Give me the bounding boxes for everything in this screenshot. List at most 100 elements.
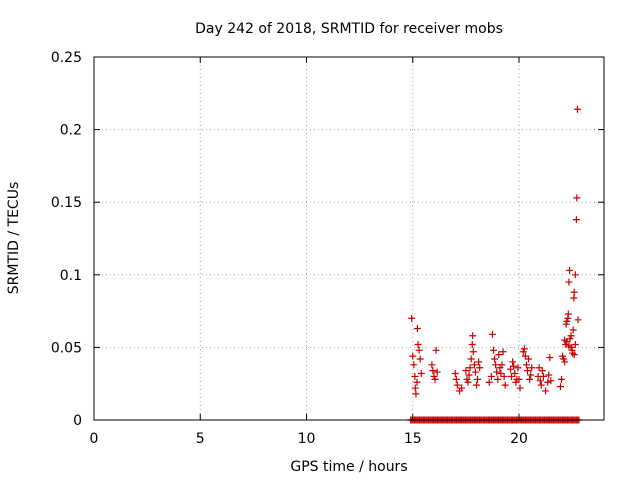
y-tick-label: 0.1 — [60, 268, 82, 284]
data-point — [528, 364, 536, 372]
data-point — [494, 375, 502, 383]
data-point — [470, 361, 478, 369]
data-point — [570, 288, 578, 296]
data-point — [487, 372, 495, 380]
data-point — [571, 271, 579, 279]
data-point — [464, 378, 472, 386]
data-point — [527, 371, 535, 379]
data-point — [462, 367, 470, 375]
data-point — [509, 358, 517, 366]
data-point — [466, 364, 474, 372]
data-point — [546, 354, 554, 362]
data-point — [566, 266, 574, 274]
data-point — [524, 367, 531, 375]
data-point — [416, 355, 424, 363]
y-tick-label: 0.2 — [60, 123, 82, 139]
x-tick-label: 5 — [196, 431, 205, 447]
data-point — [495, 351, 503, 359]
data-point — [547, 377, 555, 385]
data-point — [536, 377, 544, 385]
data-point — [569, 349, 577, 357]
data-point — [538, 367, 546, 375]
data-point — [570, 351, 578, 359]
data-point — [458, 384, 466, 392]
data-point — [537, 381, 545, 389]
data-point — [526, 375, 534, 383]
data-point — [471, 368, 479, 376]
data-point — [574, 316, 582, 324]
data-point — [409, 352, 417, 360]
x-tick-label: 0 — [90, 431, 99, 447]
data-point — [498, 361, 506, 369]
data-point — [415, 346, 423, 354]
axis-ticks: 0 5 10 15 20 0 0.05 0.1 0.15 0.2 0.25 — [51, 50, 604, 447]
data-point — [433, 368, 441, 376]
data-point — [514, 364, 522, 372]
data-point — [569, 326, 577, 334]
data-point — [410, 361, 418, 369]
data-point — [500, 372, 508, 380]
data-point — [413, 378, 421, 386]
data-point — [493, 368, 501, 376]
data-point — [564, 310, 572, 318]
data-point — [573, 194, 581, 202]
data-point — [432, 346, 440, 354]
data-point — [571, 340, 579, 348]
data-point — [465, 371, 473, 379]
data-point — [453, 381, 461, 389]
data-point — [408, 314, 416, 322]
data-point — [515, 375, 523, 383]
data-point — [542, 387, 550, 395]
data-point — [468, 340, 476, 348]
data-point — [511, 370, 519, 378]
data-point — [467, 355, 475, 363]
data-point — [567, 332, 575, 340]
data-point — [431, 375, 439, 383]
y-axis-label: SRMTID / TECUs — [6, 182, 22, 295]
data-point — [510, 362, 518, 370]
data-point — [499, 348, 507, 356]
data-point — [469, 348, 477, 356]
y-tick-label: 0.15 — [51, 195, 82, 211]
x-tick-label: 15 — [404, 431, 422, 447]
data-point — [573, 105, 581, 113]
y-tick-label: 0 — [73, 413, 82, 429]
data-point — [413, 325, 421, 333]
data-point — [516, 384, 524, 392]
data-point — [563, 338, 571, 346]
x-tick-label: 20 — [510, 431, 528, 447]
y-tick-label: 0.05 — [51, 340, 82, 356]
data-point — [428, 361, 436, 369]
data-point — [490, 346, 497, 354]
data-point — [565, 278, 573, 286]
data-point — [501, 381, 509, 389]
data-point — [475, 358, 483, 366]
grid-lines — [94, 57, 604, 420]
data-point — [412, 390, 420, 398]
data-point — [488, 330, 496, 338]
x-tick-label: 10 — [298, 431, 316, 447]
data-point — [561, 358, 569, 366]
data-point — [556, 383, 564, 391]
data-point — [485, 378, 493, 386]
chart-title: Day 242 of 2018, SRMTID for receiver mob… — [195, 21, 503, 37]
data-point — [522, 361, 530, 369]
data-point — [414, 340, 422, 348]
y-tick-label: 0.25 — [51, 50, 82, 66]
data-point — [545, 371, 553, 379]
data-point — [451, 370, 459, 378]
data-point — [474, 375, 482, 383]
plot-frame — [93, 56, 605, 421]
data-point — [469, 332, 477, 340]
data-point — [476, 364, 484, 372]
data-point — [558, 375, 565, 383]
data-point — [572, 216, 580, 224]
data-point — [565, 342, 573, 350]
data-point — [429, 367, 437, 375]
data-point — [411, 372, 419, 380]
data-point — [492, 361, 500, 369]
data-point — [520, 345, 528, 353]
data-point — [491, 355, 499, 363]
data-point — [539, 372, 547, 380]
